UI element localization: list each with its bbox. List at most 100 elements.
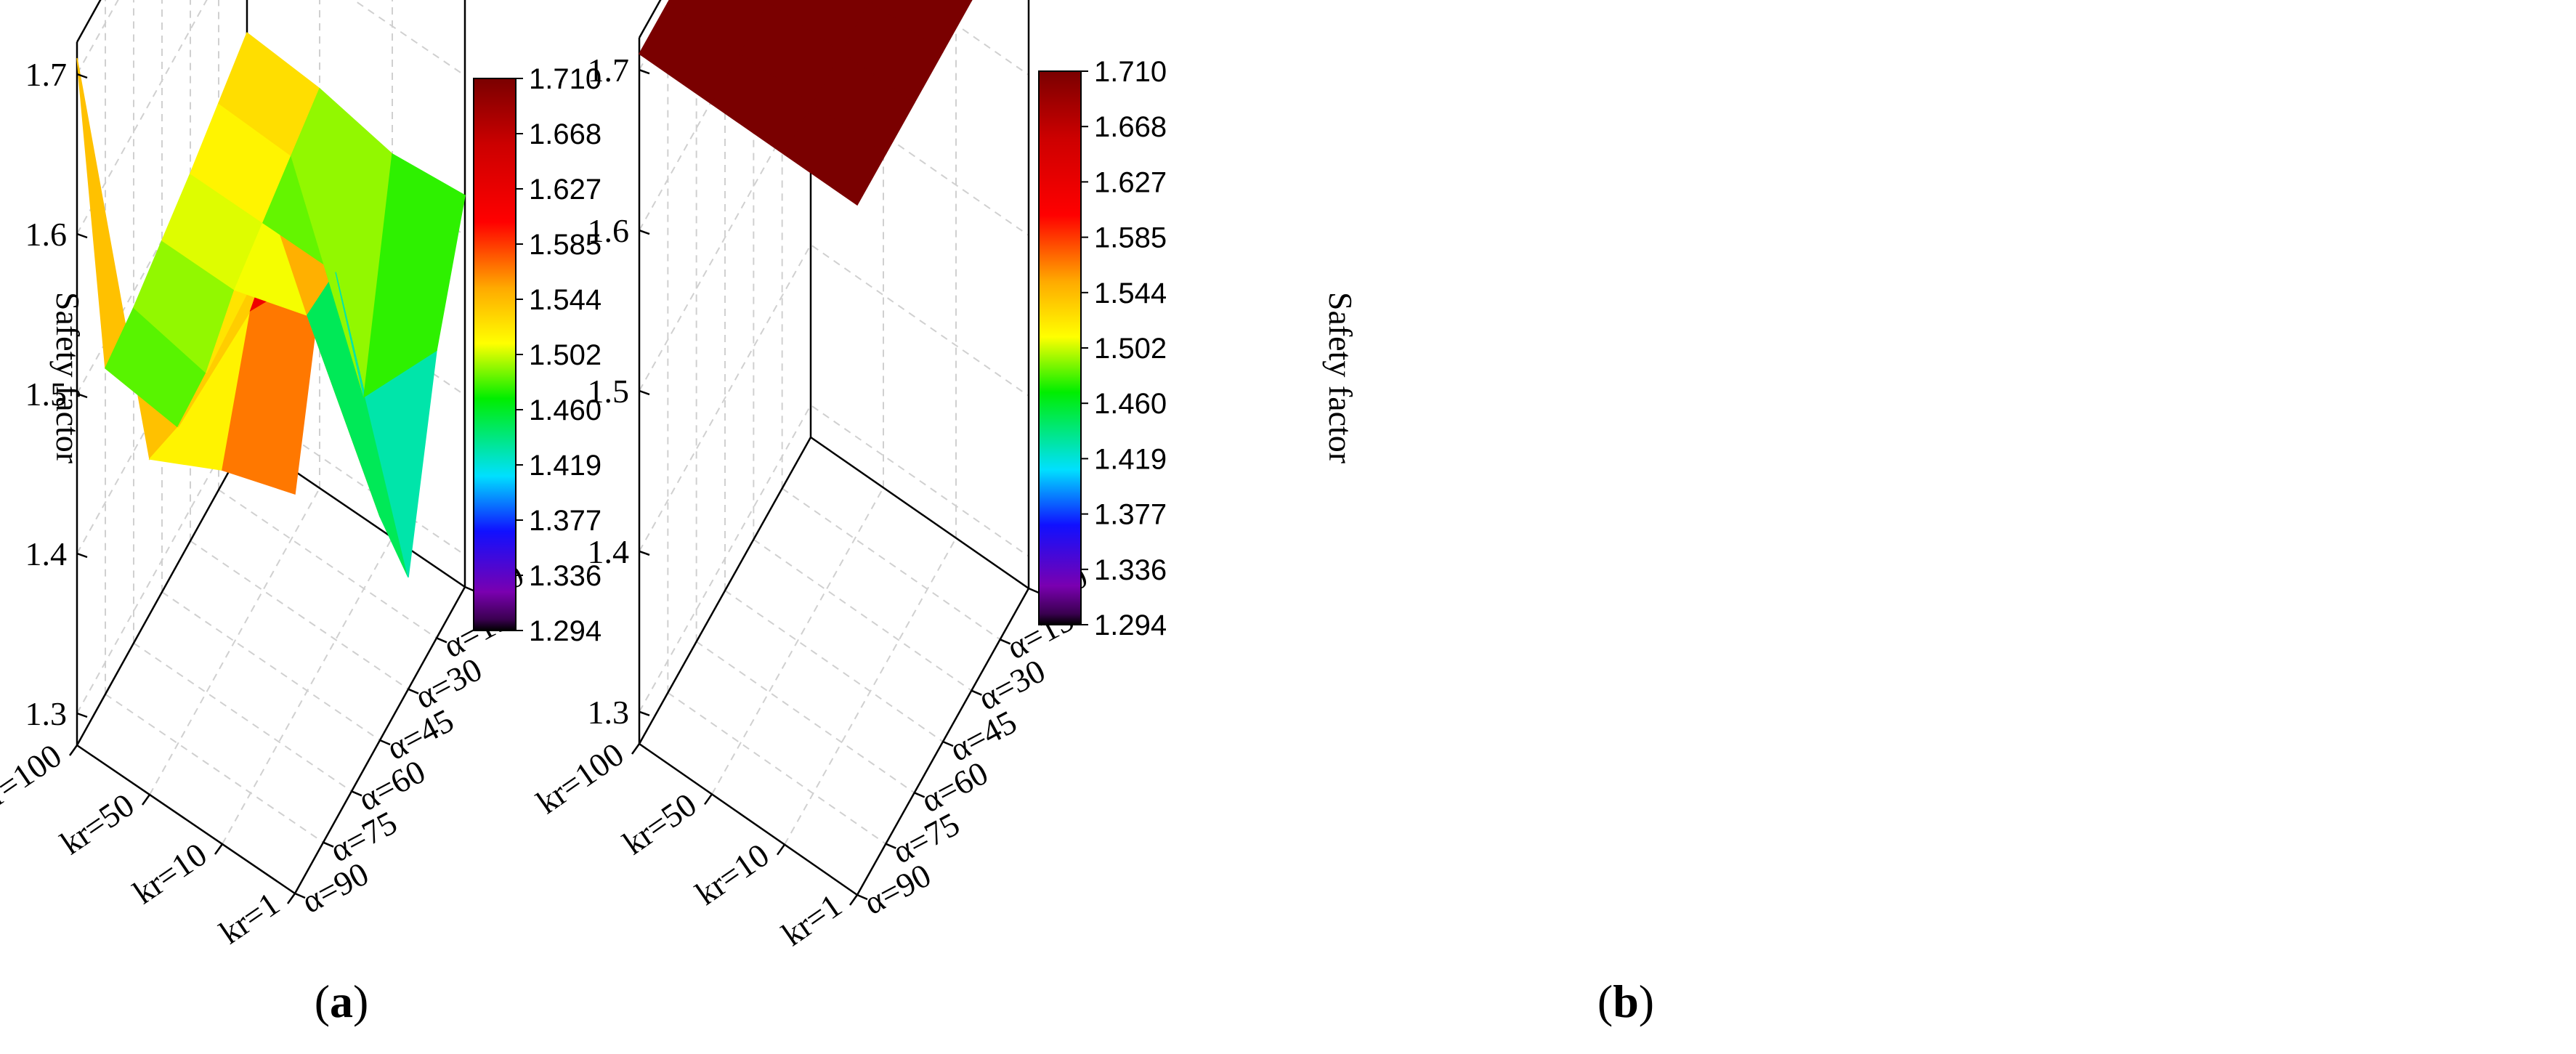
colorbar-tick-label: 1.585 — [1094, 222, 1167, 254]
x-tick — [286, 893, 296, 904]
z-tick-label: 1.3 — [588, 694, 630, 731]
floor-gridline — [667, 692, 886, 845]
z-tick-label: 1.5 — [588, 373, 630, 410]
z-tick-label: 1.4 — [25, 535, 68, 572]
colorbar: 1.294 1.336 1.377 1.419 1.460 1.502 1.544 1.585… — [1038, 56, 1167, 641]
z-tick — [76, 712, 88, 718]
panel-letter: a — [330, 976, 353, 1027]
floor-gridline — [133, 642, 352, 792]
x-tick — [141, 794, 151, 806]
x-tick-label: kr=1 — [775, 886, 848, 953]
y-tick — [351, 790, 362, 797]
y-tick — [408, 688, 419, 694]
z-tick — [639, 550, 650, 556]
floor-gridline — [753, 538, 972, 692]
colorbar-tick-label: 1.294 — [1094, 609, 1167, 641]
x-tick — [631, 743, 641, 755]
x-tick-label: kr=100 — [530, 735, 631, 821]
x-tick — [703, 793, 713, 806]
colorbar-tick-label: 1.419 — [529, 450, 602, 482]
x-tick-label: kr=1 — [213, 885, 286, 951]
x-tick-label: kr=10 — [689, 836, 776, 912]
y-tick-label: α=75 — [886, 805, 965, 870]
z-tick — [76, 232, 88, 239]
box-edge — [76, 0, 102, 43]
floor-gridline — [218, 489, 437, 639]
z-tick — [639, 69, 650, 75]
y-tick — [1028, 587, 1040, 594]
x-tick — [776, 843, 786, 856]
colorbar-tick-label: 1.627 — [1094, 166, 1167, 198]
y-tick-label: α=60 — [352, 753, 432, 818]
z-axis-title: Safety factor — [49, 292, 86, 463]
y-tick — [379, 739, 391, 746]
colorbar-tick-label: 1.668 — [1094, 111, 1167, 143]
x-tick — [68, 745, 78, 756]
z-tick — [76, 73, 88, 79]
colorbar-tick-label: 1.377 — [529, 505, 602, 537]
y-tick — [914, 792, 926, 798]
colorbar-tick-label: 1.336 — [529, 560, 602, 592]
x-tick-label: kr=100 — [0, 737, 68, 822]
colorbar-tick-label: 1.502 — [529, 339, 602, 371]
floor-gridline — [105, 693, 324, 843]
z-tick — [639, 710, 650, 716]
y-tick — [971, 689, 982, 696]
y-tick-label: α=30 — [972, 652, 1051, 717]
floor-gridline — [724, 590, 944, 742]
colorbar-tick-label: 1.585 — [529, 229, 602, 261]
z-tick-label: 1.5 — [25, 376, 68, 413]
colorbar-tick-label: 1.710 — [1094, 56, 1167, 88]
colorbar-tick-label: 1.502 — [1094, 333, 1167, 365]
panel-label: (b) — [1597, 976, 1654, 1027]
surface — [639, 0, 973, 206]
z-tick-label: 1.6 — [25, 216, 68, 253]
floor-gridline — [161, 591, 381, 741]
y-tick-label: α=90 — [858, 856, 937, 922]
x-axis-line — [76, 744, 296, 895]
panel-letter: b — [1613, 976, 1639, 1027]
surface — [76, 32, 466, 577]
z-axis-title: Safety factor — [1322, 292, 1359, 463]
z-tick — [76, 552, 88, 559]
z-tick-label: 1.7 — [588, 52, 630, 89]
colorbar: 1.294 1.336 1.377 1.419 1.460 1.502 1.544 1.585… — [473, 63, 602, 647]
surface-patch — [870, 0, 973, 53]
colorbar-tick-label: 1.460 — [529, 394, 602, 426]
colorbar-tick-label: 1.544 — [529, 284, 602, 316]
y-tick — [1000, 639, 1011, 645]
colorbar-gradient — [473, 78, 517, 631]
y-tick-label: α=45 — [381, 702, 460, 767]
y-tick-label: α=45 — [944, 703, 1023, 769]
colorbar-gradient — [1038, 70, 1082, 625]
x-tick-label: kr=50 — [54, 786, 141, 862]
floor-gridline — [149, 487, 320, 795]
y-tick — [294, 892, 306, 899]
colorbar-tick-label: 1.377 — [1094, 499, 1167, 531]
y-tick — [436, 637, 447, 644]
box-edge — [810, 436, 1029, 590]
x-tick — [214, 843, 224, 855]
y-tick-label: α=30 — [409, 650, 488, 715]
x-tick — [848, 894, 859, 906]
panel-label: (a) — [315, 976, 369, 1027]
y-tick — [942, 740, 954, 747]
floor-gridline — [782, 487, 1001, 641]
y-tick-label: α=90 — [296, 855, 375, 920]
surface-patch — [363, 153, 466, 398]
box-edge — [638, 437, 812, 745]
z-tick — [639, 229, 650, 235]
box-edge — [76, 438, 248, 746]
x-axis-line — [639, 742, 858, 896]
colorbar-tick-label: 1.668 — [529, 118, 602, 150]
floor-gridline — [190, 540, 409, 690]
y-tick-label: α=75 — [324, 803, 403, 869]
z-tick-label: 1.6 — [588, 212, 630, 249]
y-tick — [885, 843, 896, 849]
z-gridline — [639, 243, 1029, 552]
x-tick-label: kr=50 — [616, 786, 703, 862]
floor-gridline — [696, 641, 915, 794]
colorbar-tick-label: 1.627 — [529, 174, 602, 206]
